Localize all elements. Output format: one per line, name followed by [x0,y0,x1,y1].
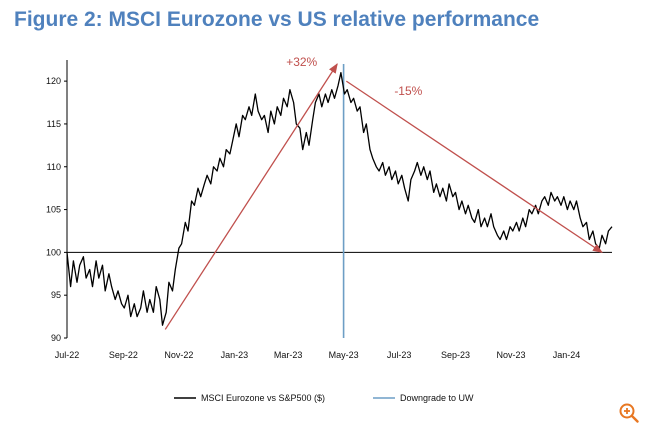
x-tick-label: Sep-23 [441,350,470,360]
annotation-label-down: -15% [394,84,422,98]
y-tick-label: 95 [51,290,61,300]
x-tick-label: Jul-22 [55,350,80,360]
x-tick-label: Jul-23 [387,350,412,360]
y-tick-label: 110 [47,162,61,172]
y-tick-label: 105 [46,205,61,215]
y-tick-label: 115 [47,119,61,129]
legend: MSCI Eurozone vs S&P500 ($) Downgrade to … [174,393,474,403]
chart-title: Figure 2: MSCI Eurozone vs US relative p… [14,8,540,31]
x-tick-label: Nov-23 [496,350,525,360]
trend-arrow-up [164,63,338,330]
x-tick-label: Mar-23 [274,350,303,360]
x-tick-label: May-23 [329,350,359,360]
y-tick-label: 100 [46,247,61,257]
annotation-label-up: +32% [286,55,317,69]
annotation-layer: +32% -15% [164,55,603,330]
zoom-in-icon[interactable] [618,402,640,424]
x-tick-label: Sep-22 [109,350,138,360]
axes: 90 95 100 105 110 115 120 Jul-22 Sep-22 Nov-22 Jan… [46,60,612,360]
series-line-eurozone-vs-sp500 [66,71,613,326]
legend-label-downgrade: Downgrade to UW [400,393,474,403]
y-tick-label: 120 [46,76,61,86]
x-tick-label: Nov-22 [164,350,193,360]
y-tick-label: 90 [51,333,61,343]
zoom-button[interactable] [616,400,642,426]
x-tick-label: Jan-24 [553,350,581,360]
trend-arrow-down [345,80,603,253]
legend-label-series: MSCI Eurozone vs S&P500 ($) [201,393,325,403]
x-tick-label: Jan-23 [221,350,249,360]
series-layer [66,71,613,326]
